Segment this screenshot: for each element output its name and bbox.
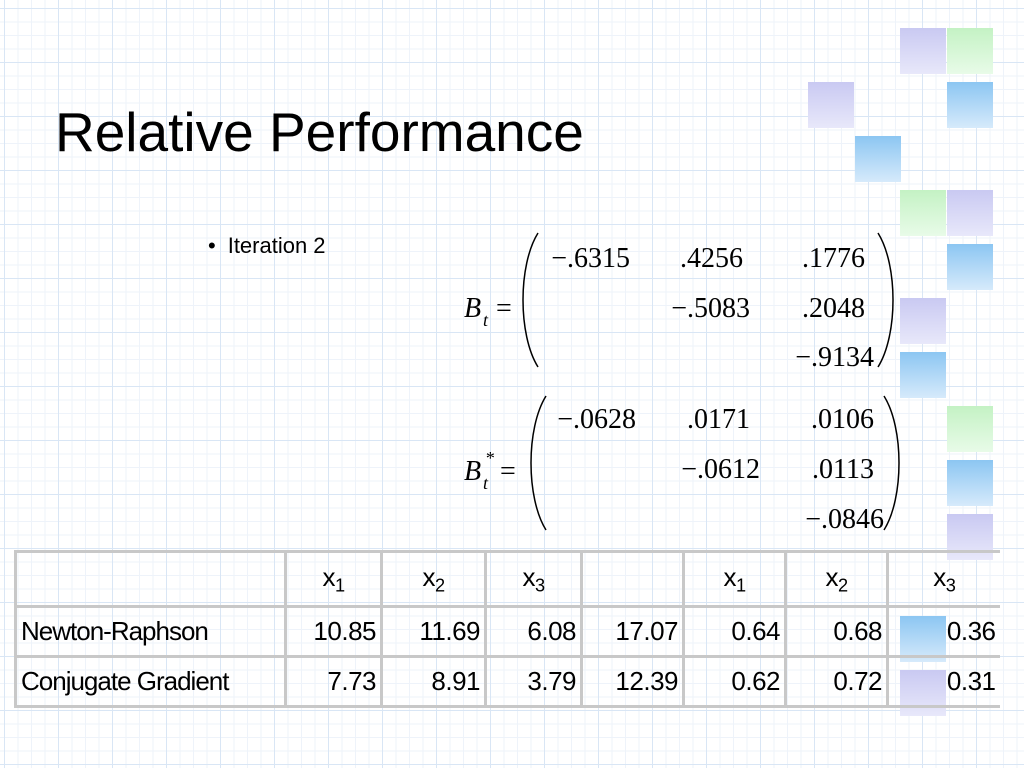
table-cell: 17.07	[580, 605, 684, 658]
matrix-cell: .0106	[811, 404, 874, 435]
table-cell: 11.69	[380, 605, 486, 658]
matrix-cell: −.0628	[557, 404, 636, 435]
table-cell: 0.68	[784, 605, 888, 658]
matrix-subscript: t	[483, 473, 489, 493]
matrix-bt: B t = −.6315 .4256 .1776 −.5083 .2048 −.…	[460, 225, 900, 375]
table-cell: 10.85	[284, 605, 382, 658]
matrix-bt-star: B t * = −.0628 .0171 .0106 −.0612 .0113 …	[460, 390, 900, 540]
decor-square	[947, 244, 993, 290]
right-paren-icon	[877, 232, 894, 368]
bullet-text: Iteration 2	[227, 233, 326, 258]
bullet-item: • Iteration 2	[208, 233, 326, 259]
table-cell: 8.91	[380, 655, 486, 708]
table-header-cell	[580, 550, 684, 608]
table-row: Newton-Raphson 10.85 11.69 6.08 17.07 0.…	[14, 605, 1000, 658]
matrix-superscript: *	[485, 448, 494, 468]
performance-table: x1 x2 x3 x1 x2 x3 Newton-Raphson 10.85 1…	[14, 550, 1000, 708]
decor-square	[808, 82, 854, 128]
slide-title: Relative Performance	[55, 101, 584, 163]
table-header-cell: x2	[380, 550, 486, 608]
table-cell: 0.64	[682, 605, 786, 658]
decor-square	[947, 460, 993, 506]
table-cell: 0.31	[886, 655, 1000, 708]
decor-square	[900, 298, 946, 344]
decor-square	[947, 190, 993, 236]
matrix-subscript: t	[483, 310, 489, 330]
table-header-cell: x3	[886, 550, 1000, 608]
matrix-bt-svg: B t = −.6315 .4256 .1776 −.5083 .2048 −.…	[464, 232, 894, 373]
table-cell: 7.73	[284, 655, 382, 708]
matrix-cell: .1776	[802, 243, 865, 274]
table-cell: 0.36	[886, 605, 1000, 658]
bullet-dot-icon: •	[208, 233, 216, 258]
matrix-cell: .0113	[812, 454, 874, 485]
table-cell: 0.72	[784, 655, 888, 708]
table-cell: 6.08	[484, 605, 582, 658]
matrix-cell: .2048	[802, 293, 865, 324]
table-header-cell: x2	[784, 550, 888, 608]
table-header-row: x1 x2 x3 x1 x2 x3	[14, 550, 1000, 608]
table-cell: 0.62	[682, 655, 786, 708]
equals-sign: =	[500, 456, 516, 487]
table-header-cell: x3	[484, 550, 582, 608]
decor-square	[900, 28, 946, 74]
table-header-cell: x1	[284, 550, 382, 608]
method-name-cell: Conjugate Gradient	[14, 655, 286, 708]
equals-sign: =	[496, 293, 512, 324]
table-cell: 12.39	[580, 655, 684, 708]
left-paren-icon	[530, 395, 547, 531]
table-cell: 3.79	[484, 655, 582, 708]
decor-square	[900, 352, 946, 398]
matrix-cell: −.9134	[795, 342, 874, 373]
matrix-cell: .0171	[687, 404, 750, 435]
table-row: Conjugate Gradient 7.73 8.91 3.79 12.39 …	[14, 655, 1000, 708]
decor-square	[947, 406, 993, 452]
matrix-label: B	[464, 293, 481, 324]
method-name-cell: Newton-Raphson	[14, 605, 286, 658]
matrix-cell: −.0846	[805, 504, 884, 535]
matrix-label: B	[464, 456, 481, 487]
table-header-cell	[14, 550, 286, 608]
table-header-cell: x1	[682, 550, 786, 608]
decor-square	[947, 82, 993, 128]
left-paren-icon	[522, 232, 539, 368]
matrix-bt-star-svg: B t * = −.0628 .0171 .0106 −.0612 .0113 …	[464, 395, 900, 535]
right-paren-icon	[883, 395, 900, 531]
decor-square	[947, 28, 993, 74]
matrix-cell: −.0612	[681, 454, 760, 485]
matrix-cell: .4256	[680, 243, 743, 274]
matrix-cell: −.5083	[671, 293, 750, 324]
decor-square	[900, 190, 946, 236]
matrix-cell: −.6315	[551, 243, 630, 274]
decor-square	[855, 136, 901, 182]
